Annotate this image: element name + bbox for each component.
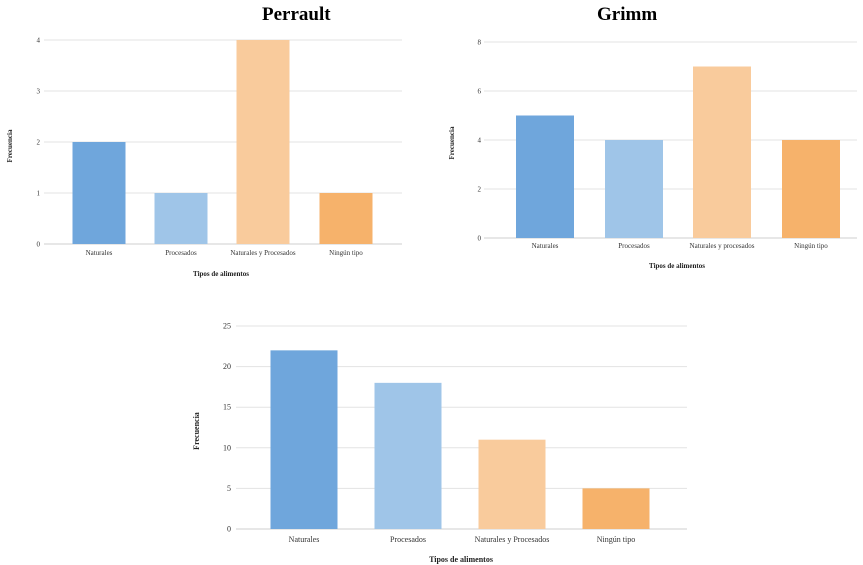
bar-ning-n-tipo	[582, 488, 650, 529]
bar-naturales-y-procesados	[693, 66, 751, 238]
perrault-heading: Perrault	[262, 4, 331, 25]
bar-procesados	[374, 382, 442, 529]
bar-ning-n-tipo	[782, 140, 840, 238]
x-tick-label: Naturales y procesados	[690, 242, 755, 250]
y-tick-label: 8	[478, 39, 482, 47]
x-axis-title: Tipos de alimentos	[429, 555, 493, 564]
y-tick-label: 0	[37, 241, 41, 249]
y-tick-label: 0	[478, 235, 482, 243]
bar-procesados	[154, 193, 208, 244]
y-axis-title: Frecuencia	[6, 129, 14, 162]
x-tick-label: Naturales	[532, 242, 559, 250]
y-tick-label: 0	[227, 525, 231, 534]
y-tick-label: 10	[223, 443, 231, 452]
x-tick-label: Ningún tipo	[329, 249, 363, 257]
y-tick-label: 2	[478, 186, 482, 194]
bar-naturales-y-procesados	[236, 40, 290, 244]
bar-naturales	[516, 115, 574, 238]
bar-naturales	[72, 142, 126, 244]
y-tick-label: 4	[478, 137, 482, 145]
y-axis-title: Frecuencia	[192, 412, 201, 450]
y-tick-label: 6	[478, 88, 482, 96]
y-tick-label: 25	[223, 322, 231, 331]
x-tick-label: Naturales	[86, 249, 113, 257]
y-tick-label: 4	[37, 37, 41, 45]
bar-naturales	[270, 350, 338, 529]
y-tick-label: 20	[223, 362, 231, 371]
x-axis-title: Tipos de alimentos	[649, 262, 705, 270]
x-tick-label: Ningún tipo	[794, 242, 828, 250]
y-tick-label: 1	[37, 190, 41, 198]
x-tick-label: Procesados	[165, 249, 197, 257]
y-tick-label: 2	[37, 139, 41, 147]
x-tick-label: Procesados	[390, 535, 426, 544]
x-tick-label: Naturales y Procesados	[475, 535, 550, 544]
bar-naturales-y-procesados	[478, 439, 546, 529]
x-tick-label: Naturales	[289, 535, 320, 544]
x-tick-label: Ningún tipo	[597, 535, 635, 544]
bar-ning-n-tipo	[319, 193, 373, 244]
x-tick-label: Procesados	[618, 242, 650, 250]
bar-procesados	[605, 140, 663, 238]
x-axis-title: Tipos de alimentos	[193, 270, 249, 278]
y-axis-title: Frecuencia	[448, 126, 456, 159]
y-tick-label: 3	[37, 88, 41, 96]
x-tick-label: Naturales y Procesados	[230, 249, 296, 257]
y-tick-label: 5	[227, 484, 231, 493]
y-tick-label: 15	[223, 403, 231, 412]
grimm-heading: Grimm	[597, 4, 658, 25]
